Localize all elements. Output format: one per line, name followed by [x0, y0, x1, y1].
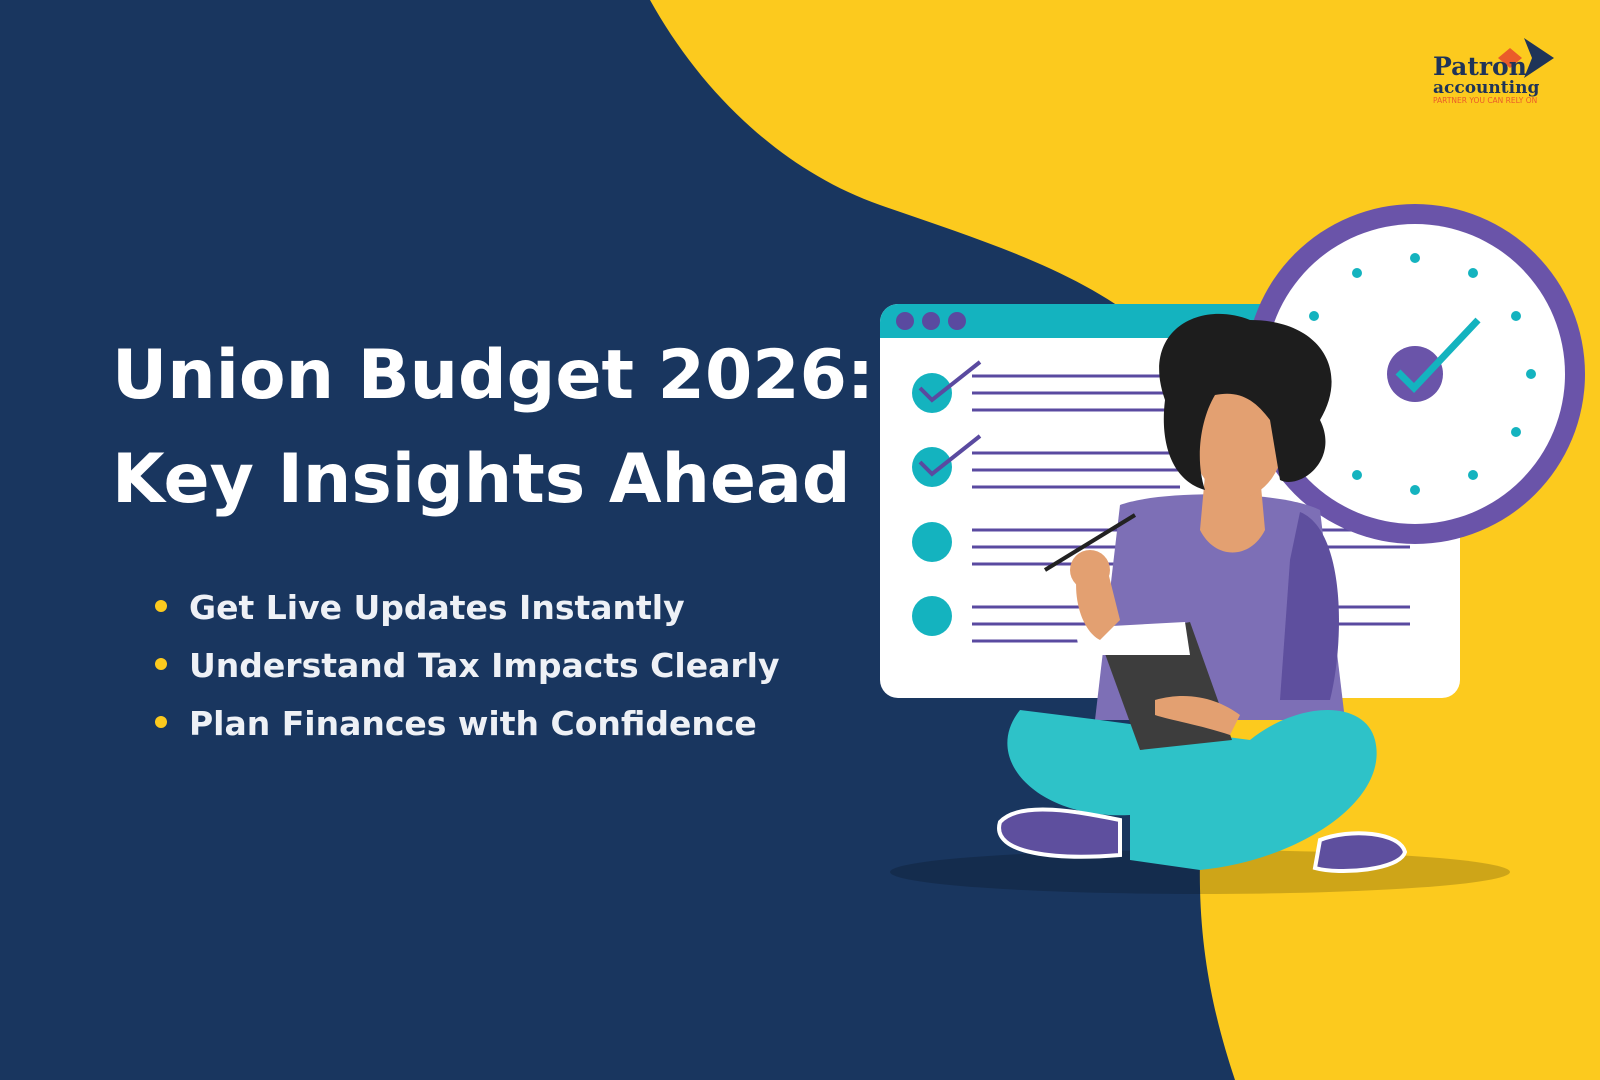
check-circle — [912, 522, 952, 562]
bullet-dot — [155, 600, 167, 612]
check-circle — [912, 373, 952, 413]
headline-line: Key Insights Ahead — [112, 440, 851, 519]
headline-line: Union Budget 2026: — [112, 336, 874, 415]
bullet-dot — [155, 658, 167, 670]
window-dot — [922, 312, 940, 330]
window-dot — [896, 312, 914, 330]
pen — [1043, 513, 1137, 572]
window-dot — [948, 312, 966, 330]
check-circle — [912, 596, 952, 636]
logo-tagline: PARTNER YOU CAN RELY ON — [1433, 96, 1537, 105]
check-circle — [912, 447, 952, 487]
logo-arrow — [1524, 38, 1554, 78]
legs — [1007, 710, 1377, 870]
logo-name: Patron — [1433, 52, 1527, 81]
check — [918, 360, 982, 403]
hair — [1159, 313, 1332, 490]
logo-diamond — [1498, 48, 1522, 68]
bullet-text: Understand Tax Impacts Clearly — [189, 646, 779, 685]
hand — [1070, 550, 1110, 590]
clock-check — [1395, 317, 1481, 394]
illustration — [880, 204, 1585, 894]
bullet-dot — [155, 716, 167, 728]
bullet-text: Get Live Updates Instantly — [189, 588, 685, 627]
arm-right — [1280, 512, 1339, 700]
check — [918, 434, 982, 477]
bullet-text: Plan Finances with Confidence — [189, 704, 757, 743]
hand — [1155, 695, 1240, 735]
bullet-list: Get Live Updates Instantly Understand Tax… — [155, 588, 779, 743]
foot — [1312, 831, 1408, 874]
clock-center — [1387, 346, 1443, 402]
logo-name-2: accounting — [1433, 78, 1539, 98]
foot — [997, 807, 1122, 859]
logo: Patron accounting PARTNER YOU CAN RELY O… — [1433, 38, 1554, 105]
